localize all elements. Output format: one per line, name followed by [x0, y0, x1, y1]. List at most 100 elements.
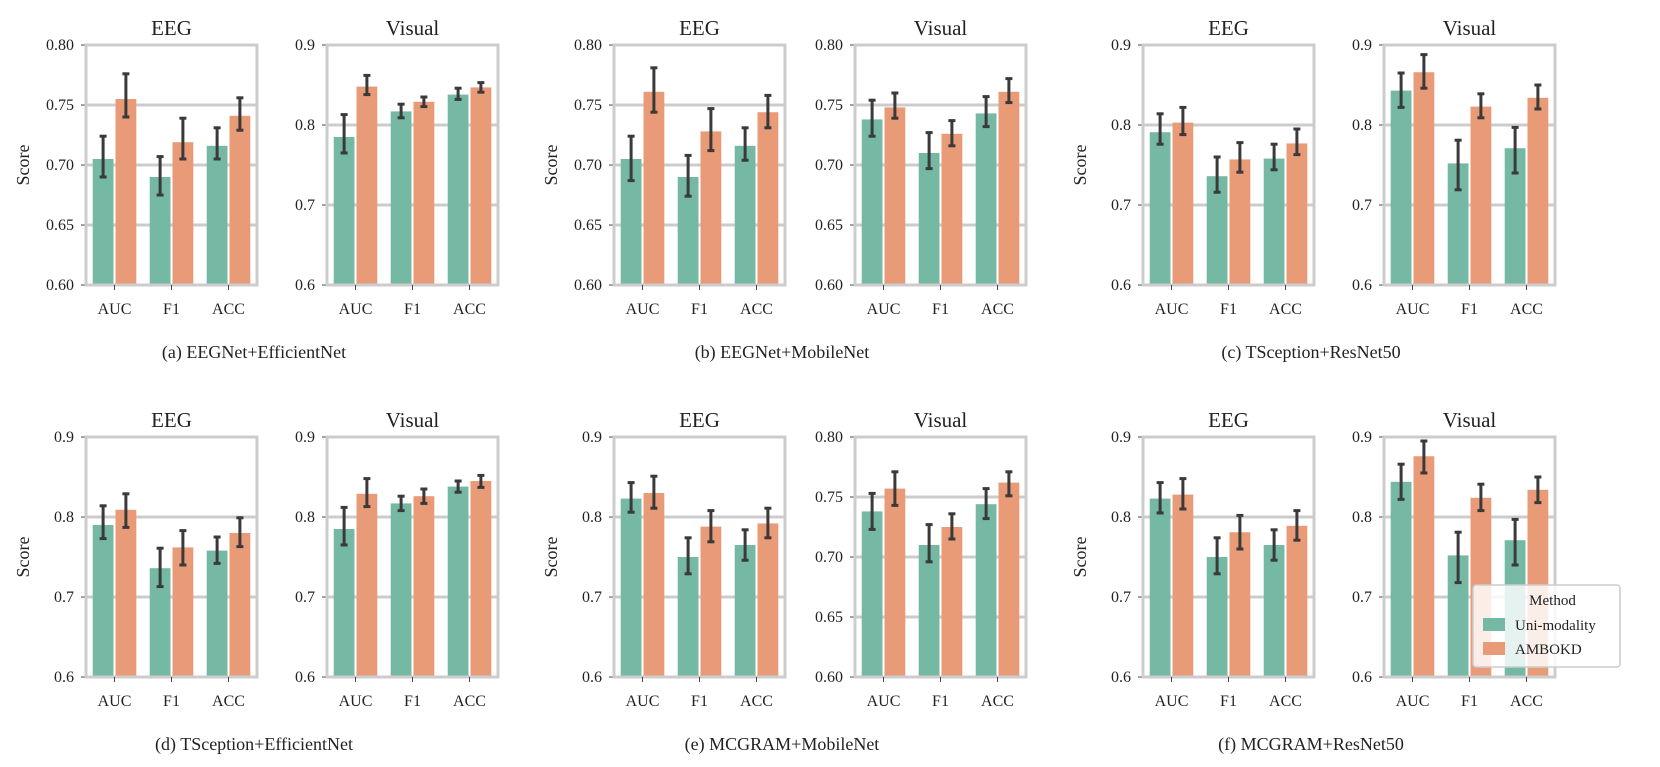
x-tick-label: ACC: [1510, 693, 1543, 710]
error-bar: [340, 113, 348, 155]
bar-uni-modality-f1: [390, 503, 412, 677]
error-bar: [1156, 481, 1164, 515]
bar-ambokd-acc: [998, 91, 1020, 285]
error-bar: [340, 505, 348, 547]
x-tick-label: AUC: [626, 693, 660, 710]
error-bar: [925, 131, 933, 171]
y-tick-label: 0.7: [582, 589, 602, 606]
subplot-title: EEG: [1208, 408, 1249, 432]
x-tick-label: ACC: [740, 693, 773, 710]
bar-ambokd-f1: [1470, 106, 1492, 285]
bar-uni-modality-acc: [734, 545, 756, 677]
error-bar: [99, 134, 107, 179]
x-tick-label: AUC: [98, 301, 132, 318]
y-tick-label: 0.6: [1111, 669, 1131, 686]
error-bar: [891, 91, 899, 120]
error-bar: [122, 72, 130, 119]
chart-caption: (b) EEGNet+MobileNet: [695, 342, 870, 363]
error-bar: [1454, 530, 1462, 585]
y-tick-label: 0.60: [574, 277, 602, 294]
error-bar: [213, 126, 221, 161]
error-bar: [420, 487, 428, 505]
bar-uni-modality-acc: [1263, 545, 1285, 677]
error-bar: [982, 95, 990, 129]
bar-ambokd-auc: [1413, 456, 1435, 677]
subplot-visual: 0.6 0.7 0.8 0.9 AUC F1 ACC Visual: [295, 16, 500, 318]
error-bar: [707, 509, 715, 544]
error-bar: [1511, 517, 1519, 567]
subplot-title: EEG: [679, 16, 720, 40]
x-tick-label: AUC: [1396, 693, 1430, 710]
subplot-title: Visual: [1443, 408, 1497, 432]
x-tick-label: ACC: [453, 301, 486, 318]
x-tick-label: F1: [691, 301, 708, 318]
x-tick-label: AUC: [339, 301, 373, 318]
x-tick-label: F1: [404, 301, 421, 318]
error-bar: [1156, 112, 1164, 146]
chart-caption: (f) MCGRAM+ResNet50: [1218, 734, 1404, 755]
bar-uni-modality-f1: [918, 153, 940, 285]
chart-caption: (e) MCGRAM+MobileNet: [685, 734, 880, 755]
bar-ambokd-auc: [356, 493, 378, 677]
y-tick-label: 0.9: [295, 429, 315, 446]
bar-uni-modality-f1: [149, 177, 171, 285]
bar-ambokd-f1: [172, 547, 194, 677]
error-bar: [741, 126, 749, 162]
error-bar: [1179, 105, 1187, 137]
error-bar: [868, 491, 876, 531]
bar-ambokd-f1: [941, 133, 963, 285]
y-tick-label: 0.70: [815, 157, 843, 174]
error-bar: [1511, 125, 1519, 175]
y-tick-label: 0.9: [1111, 429, 1131, 446]
bar-uni-modality-auc: [861, 511, 883, 677]
bar-ambokd-auc: [115, 99, 137, 285]
y-tick-label: 0.9: [582, 429, 602, 446]
error-bar: [156, 546, 164, 589]
y-tick-label: 0.75: [574, 97, 602, 114]
x-tick-label: ACC: [453, 693, 486, 710]
error-bar: [891, 470, 899, 507]
chart-caption: (c) TSception+ResNet50: [1221, 342, 1400, 363]
subplot-title: Visual: [386, 408, 440, 432]
bar-uni-modality-f1: [918, 545, 940, 677]
bar-ambokd-auc: [1172, 494, 1194, 677]
bar-ambokd-auc: [643, 493, 665, 677]
subplot-title: EEG: [151, 408, 192, 432]
error-bar: [1293, 509, 1301, 542]
bar-ambokd-auc: [884, 488, 906, 677]
error-bar: [156, 155, 164, 197]
bar-uni-modality-acc: [975, 504, 997, 677]
error-bar: [948, 512, 956, 541]
y-tick-label: 0.9: [54, 429, 74, 446]
bar-ambokd-acc: [1286, 525, 1308, 677]
y-tick-label: 0.6: [1111, 277, 1131, 294]
bar-ambokd-acc: [1286, 143, 1308, 285]
error-bar: [684, 153, 692, 198]
y-tick-label: 0.80: [574, 37, 602, 54]
x-tick-label: F1: [163, 301, 180, 318]
y-tick-label: 0.8: [1352, 117, 1372, 134]
y-axis-label: Score: [1070, 536, 1090, 577]
bar-ambokd-acc: [757, 523, 779, 677]
subplot-title: EEG: [679, 408, 720, 432]
chart-caption: (a) EEGNet+EfficientNet: [162, 342, 346, 363]
error-bar: [213, 535, 221, 565]
y-tick-label: 0.6: [295, 277, 315, 294]
subplot-title: Visual: [1443, 16, 1497, 40]
error-bar: [764, 93, 772, 130]
legend-label: Uni-modality: [1515, 618, 1596, 634]
y-tick-label: 0.7: [1111, 589, 1131, 606]
bar-uni-modality-acc: [206, 145, 228, 285]
bar-ambokd-f1: [413, 496, 435, 677]
x-tick-label: F1: [163, 693, 180, 710]
error-bar: [1454, 138, 1462, 192]
bar-ambokd-acc: [757, 112, 779, 285]
error-bar: [1213, 536, 1221, 576]
bar-ambokd-f1: [700, 131, 722, 285]
legend-box: [1472, 584, 1621, 668]
y-axis-label: Score: [13, 536, 33, 577]
y-tick-label: 0.6: [295, 669, 315, 686]
bar-uni-modality-acc: [734, 145, 756, 285]
